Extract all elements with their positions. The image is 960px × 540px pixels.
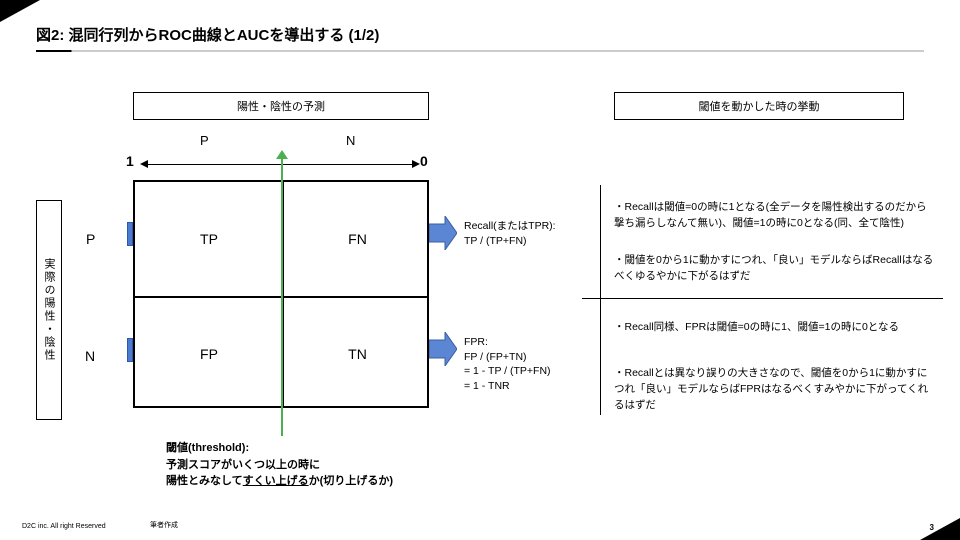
fpr-line3: = 1 - TP / (TP+FN) (464, 364, 551, 379)
scale-line (146, 164, 414, 165)
scale-arrow-right (412, 160, 420, 168)
threshold-caption: 閾値(threshold): 予測スコアがいくつ以上の時に 陽性とみなしてすくい… (166, 440, 393, 490)
footer-copyright: D2C inc. All right Reserved (22, 523, 106, 530)
col-header-n: N (346, 133, 355, 148)
recall-line2: TP / (TP+FN) (464, 234, 556, 249)
row-header-p: P (86, 231, 95, 247)
cell-tn: TN (284, 297, 431, 410)
title-underline (36, 50, 924, 52)
horizontal-divider-right (582, 298, 943, 299)
slide-title: 図2: 混同行列からROC曲線とAUCを導出する (1/2) (36, 24, 379, 45)
predicted-axis-label: 陽性・陰性の予測 (237, 98, 325, 114)
threshold-behavior-label: 閾値を動かした時の挙動 (699, 98, 820, 114)
fpr-line2: FP / (FP+TN) (464, 350, 551, 365)
threshold-line3: 陽性とみなしてすくい上げるか(切り上げるか) (166, 473, 393, 490)
threshold-line2: 予測スコアがいくつ以上の時に (166, 457, 393, 474)
footer-author: 筆者作成 (150, 520, 178, 530)
arrow-fpr-icon (429, 332, 457, 366)
corner-top-triangle (0, 0, 40, 22)
scale-one: 1 (126, 153, 134, 169)
arrow-recall-icon (429, 216, 457, 250)
cell-fn: FN (284, 182, 431, 296)
bullet-fpr-1: ・Recall同様、FPRは閾値=0の時に1、閾値=1の時に0となる (614, 320, 934, 336)
bullet-recall-2: ・閾値を0から1に動かすにつれ、「良い」モデルならばRecallはなるべくゆるや… (614, 253, 934, 285)
scale-arrow-left (140, 160, 148, 168)
threshold-behavior-box: 閾値を動かした時の挙動 (614, 92, 904, 120)
vertical-divider (600, 185, 601, 415)
cell-tp: TP (135, 182, 283, 296)
fpr-formula: FPR: FP / (FP+TN) = 1 - TP / (TP+FN) = 1… (464, 335, 551, 394)
recall-line1: Recall(またはTPR): (464, 219, 556, 234)
actual-axis-box: 実際の陽性・陰性 (36, 200, 62, 420)
predicted-axis-box: 陽性・陰性の予測 (133, 92, 429, 120)
actual-axis-label: 実際の陽性・陰性 (41, 258, 57, 362)
row-header-n: N (85, 348, 95, 364)
page-number: 3 (930, 523, 934, 532)
bullet-recall-1: ・Recallは閾値=0の時に1となる(全データを陽性検出するのだから撃ち漏らし… (614, 200, 934, 232)
scale-zero: 0 (420, 153, 428, 169)
fpr-line4: = 1 - TNR (464, 379, 551, 394)
fpr-line1: FPR: (464, 335, 551, 350)
recall-formula: Recall(またはTPR): TP / (TP+FN) (464, 219, 556, 248)
cell-fp: FP (135, 297, 283, 410)
bullet-fpr-2: ・Recallとは異なり誤りの大きさなので、閾値を0から1に動かすにつれ「良い」… (614, 366, 934, 413)
threshold-line (281, 156, 283, 436)
threshold-line1: 閾値(threshold): (166, 440, 393, 457)
corner-bottom-triangle (920, 518, 960, 540)
col-header-p: P (200, 133, 209, 148)
